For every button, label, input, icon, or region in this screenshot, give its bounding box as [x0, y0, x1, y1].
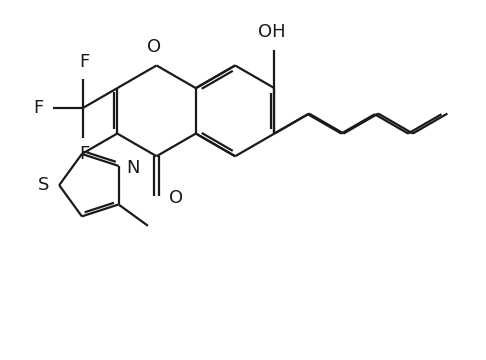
Text: OH: OH	[259, 23, 286, 41]
Text: F: F	[80, 145, 90, 163]
Text: N: N	[126, 159, 140, 177]
Text: S: S	[38, 176, 50, 194]
Text: O: O	[147, 38, 161, 56]
Text: F: F	[34, 99, 44, 117]
Text: F: F	[80, 53, 90, 71]
Text: O: O	[169, 189, 183, 207]
